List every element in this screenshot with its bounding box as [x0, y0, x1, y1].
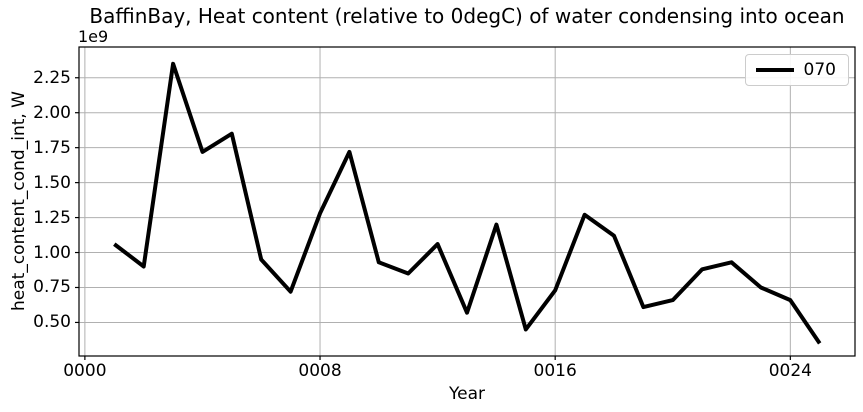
y-axis-offset-label: 1e9: [78, 27, 109, 46]
y-tick-label: 2.25: [33, 67, 71, 88]
legend-label: 070: [803, 60, 836, 80]
x-tick-label: 0000: [63, 361, 107, 381]
axes-spines: [78, 46, 856, 357]
x-axis-label: Year: [449, 384, 485, 404]
y-tick-label: 1.75: [33, 137, 71, 158]
y-tick-label: 1.00: [33, 242, 71, 263]
legend-line-sample-icon: [755, 68, 794, 72]
y-tick-label: 1.25: [33, 207, 71, 228]
y-tick-label: 2.00: [33, 102, 71, 123]
data-line-070: [113, 61, 822, 345]
chart-title: BaffinBay, Heat content (relative to 0de…: [89, 4, 845, 28]
y-tick-label: 0.75: [33, 277, 71, 298]
y-tick-label: 1.50: [33, 172, 71, 193]
x-tick-label: 0016: [533, 361, 577, 381]
legend: 070: [744, 54, 849, 86]
y-tick-label: 0.50: [33, 312, 71, 333]
x-tick-label: 0024: [768, 361, 812, 381]
x-tick-label: 0008: [298, 361, 342, 381]
